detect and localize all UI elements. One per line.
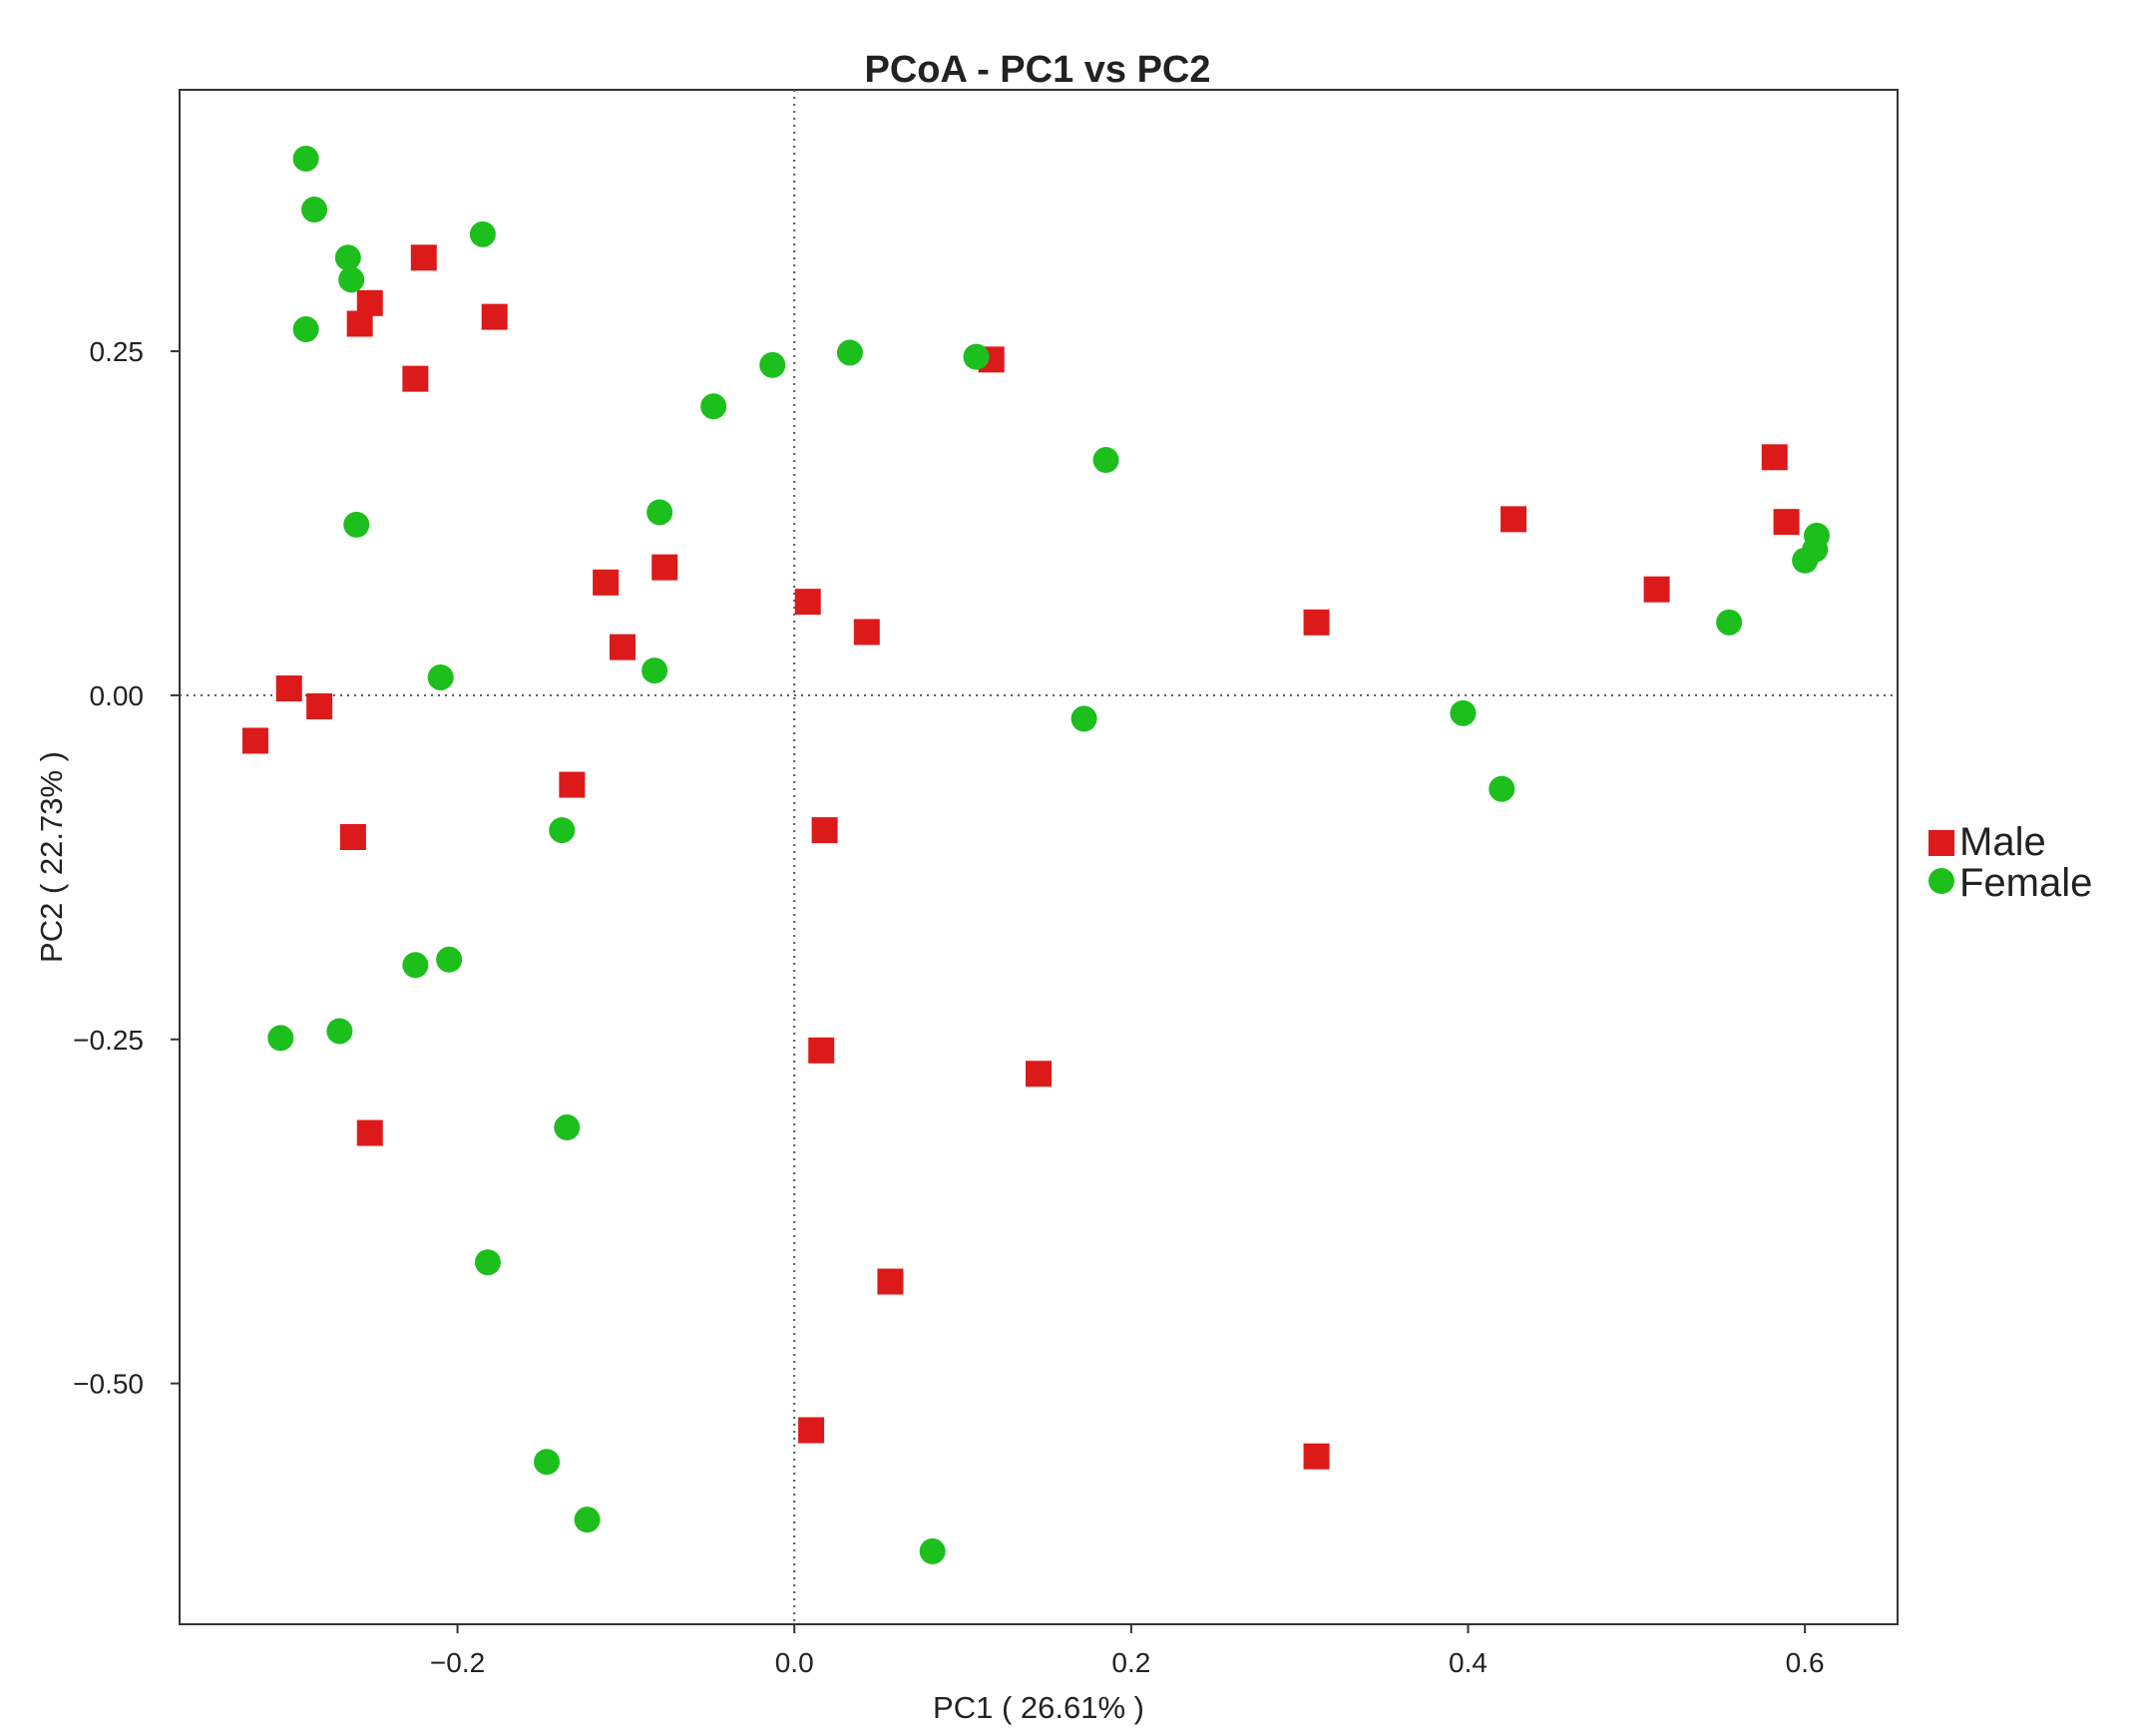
legend-marker-male [1928,830,1954,856]
data-point-female [427,663,454,690]
data-point-male [1773,509,1800,536]
data-point-female [338,266,365,293]
data-point-male [275,675,302,702]
x-tick-label: −0.2 [430,1647,485,1678]
data-point-female [1070,705,1097,732]
data-point-male [610,634,637,660]
data-point-male [651,554,678,581]
data-point-male [808,1037,835,1064]
data-point-male [1026,1061,1052,1087]
data-point-male [241,727,268,754]
series-female [267,145,1830,1564]
x-axis-label: PC1 ( 26.61% ) [933,1690,1144,1725]
data-point-male [339,823,366,850]
data-point-male [794,589,821,616]
data-point-female [1450,699,1477,726]
data-point-male [410,244,437,271]
x-tick-label: 0.2 [1111,1647,1150,1678]
data-point-male [1643,576,1670,603]
data-point-female [641,657,668,684]
data-point-male [356,1119,383,1146]
series-male [241,244,1800,1470]
y-axis-label: PC2 ( 22.73% ) [34,751,69,963]
data-point-female [646,499,673,526]
data-point-male [1500,506,1527,533]
data-point-male [798,1417,825,1444]
data-points [241,145,1830,1564]
data-point-male [306,692,333,719]
data-point-male [1303,609,1330,636]
y-tick-label: 0.25 [90,336,145,367]
data-point-female [549,817,576,844]
data-point-female [334,244,361,271]
data-point-female [919,1537,946,1564]
data-point-male [1303,1443,1330,1470]
y-tick-label: −0.25 [73,1025,144,1056]
y-axis-ticks: 0.25 0.00 −0.25 −0.50 [73,336,180,1400]
data-point-female [343,511,370,538]
y-tick-label: −0.50 [73,1369,144,1400]
data-point-male [356,289,383,316]
data-point-male [1761,444,1788,471]
x-axis-ticks: −0.2 0.0 0.2 0.4 0.6 [430,1624,1825,1678]
x-tick-label: 0.6 [1786,1647,1825,1678]
chart-title: PCoA - PC1 vs PC2 [864,49,1210,91]
data-point-male [877,1268,904,1295]
data-point-female [1716,609,1743,636]
x-tick-label: 0.4 [1449,1647,1488,1678]
data-point-female [700,393,727,420]
data-point-male [481,303,508,330]
y-tick-label: 0.00 [90,680,145,711]
data-point-female [326,1018,353,1045]
data-point-male [593,569,620,596]
data-point-female [301,197,328,223]
data-point-female [963,343,990,370]
data-point-female [836,339,863,366]
legend: Male Female [1928,820,2092,905]
data-point-male [559,771,586,798]
data-point-female [1092,447,1119,474]
legend-marker-female [1928,868,1954,894]
data-point-female [292,145,319,172]
data-point-female [292,316,319,343]
data-point-female [534,1449,561,1476]
legend-label-male: Male [1959,820,2046,864]
data-point-male [853,619,880,646]
data-point-female [402,952,429,979]
data-point-female [759,351,786,378]
data-point-female [436,946,463,973]
data-point-female [1489,775,1515,802]
data-point-female [267,1025,294,1052]
data-point-male [811,817,838,844]
plot-area-frame [179,89,1899,1625]
legend-label-female: Female [1959,861,2092,905]
data-point-female [474,1249,501,1276]
data-point-female [469,220,496,247]
data-point-male [402,365,429,392]
data-point-female [554,1114,581,1141]
x-tick-label: 0.0 [775,1647,814,1678]
data-point-female [1803,522,1830,549]
data-point-female [574,1507,601,1533]
